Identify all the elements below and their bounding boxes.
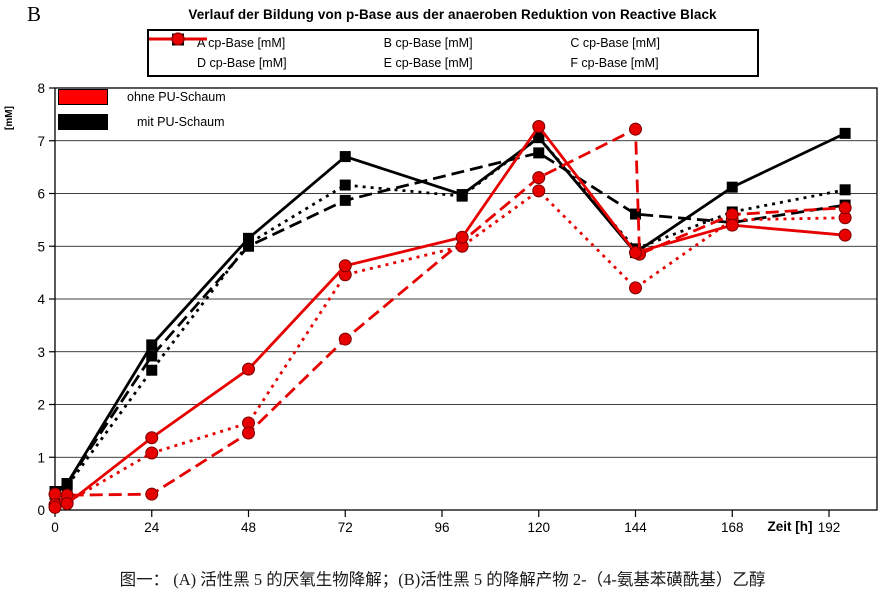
data-point [839, 127, 851, 139]
data-point [61, 478, 73, 490]
data-point [242, 426, 255, 440]
x-tick-label: 72 [338, 520, 353, 535]
data-point [60, 497, 74, 511]
data-point [629, 281, 642, 295]
data-point [338, 332, 352, 346]
data-point [456, 189, 468, 201]
x-tick-label: 168 [721, 520, 744, 535]
data-point [145, 487, 159, 501]
legend-label: B cp-Base [mM] [383, 36, 473, 50]
data-point [532, 184, 546, 198]
data-point [146, 364, 158, 376]
x-tick-label: 0 [51, 520, 59, 535]
figure-caption: 图一： (A) 活性黑 5 的厌氧生物降解；(B)活性黑 5 的降解产物 2-（… [119, 570, 766, 589]
data-point [146, 350, 158, 362]
data-point [725, 218, 739, 232]
data-point [455, 230, 469, 244]
x-tick-label: 120 [527, 520, 550, 535]
legend-label: A cp-Base [mM] [197, 36, 286, 50]
group-legend-item: mit PU-Schaum [58, 114, 226, 130]
y-tick-label: 4 [37, 292, 45, 307]
y-tick-label: 3 [37, 345, 45, 360]
data-point [839, 184, 851, 196]
legend-label: C cp-Base [mM] [570, 36, 660, 50]
legend-label: E cp-Base [mM] [383, 56, 473, 70]
data-point [629, 122, 642, 136]
chart-plot: 0 1 2 3 4 5 6 7 8 0 24 48 72 96 120 144 168 192 Zeit [h] [m… [4, 81, 878, 535]
x-tick-label: 24 [144, 520, 160, 535]
series-line-e [54, 124, 846, 509]
y-tick-label: 6 [37, 187, 45, 202]
y-tick-label: 2 [37, 398, 45, 413]
data-point [838, 201, 852, 215]
data-point [533, 132, 545, 144]
x-tick-label: 96 [434, 520, 449, 535]
series-line-c [54, 132, 846, 493]
data-point [532, 171, 546, 185]
data-point [243, 232, 254, 244]
color-swatch [58, 114, 108, 130]
data-point [338, 259, 352, 273]
figure-label: B [27, 2, 42, 26]
chart-title: Verlauf der Bildung von p-Base aus der a… [188, 7, 717, 22]
data-point [838, 228, 852, 242]
color-swatch [58, 89, 108, 105]
series-line-a [54, 135, 846, 496]
series-line-b [54, 151, 846, 496]
group-legend-label: mit PU-Schaum [137, 115, 225, 129]
data-point [48, 500, 62, 514]
data-point [145, 446, 159, 460]
y-tick-label: 8 [37, 81, 45, 96]
y-tick-label: 1 [37, 450, 45, 465]
series-line-d [54, 189, 846, 504]
group-legend-item: ohne PU-Schaum [58, 89, 226, 105]
x-tick-label: 48 [241, 520, 256, 535]
group-legend-label: ohne PU-Schaum [127, 90, 226, 104]
series-legend: A cp-Base [mM] B cp-Base [mM] C cp-Base [m… [147, 29, 759, 77]
data-point [339, 179, 351, 191]
legend-marker-icon [149, 32, 207, 46]
data-point [243, 240, 254, 252]
data-point [532, 120, 546, 134]
y-axis-label: [mM] [4, 106, 15, 130]
data-point [146, 339, 158, 351]
legend-label: F cp-Base [mM] [570, 56, 659, 70]
data-point [145, 431, 159, 445]
x-tick-label: 144 [624, 520, 647, 535]
data-point [533, 147, 545, 159]
data-point [726, 181, 738, 193]
data-point [339, 151, 351, 163]
y-tick-label: 5 [37, 239, 45, 254]
series-line-f [54, 126, 846, 506]
data-point [242, 362, 255, 376]
legend-label: D cp-Base [mM] [197, 56, 287, 70]
x-axis-label: Zeit [h] [768, 519, 813, 534]
data-point [629, 246, 642, 260]
legend-item-f: F cp-Base [mM] [149, 32, 757, 72]
data-point [339, 194, 351, 206]
y-tick-label: 7 [37, 134, 45, 149]
group-legend: ohne PU-Schaum mit PU-Schaum [58, 89, 226, 139]
x-tick-label: 192 [818, 520, 841, 535]
y-tick-label: 0 [37, 503, 45, 518]
data-point [630, 208, 641, 220]
